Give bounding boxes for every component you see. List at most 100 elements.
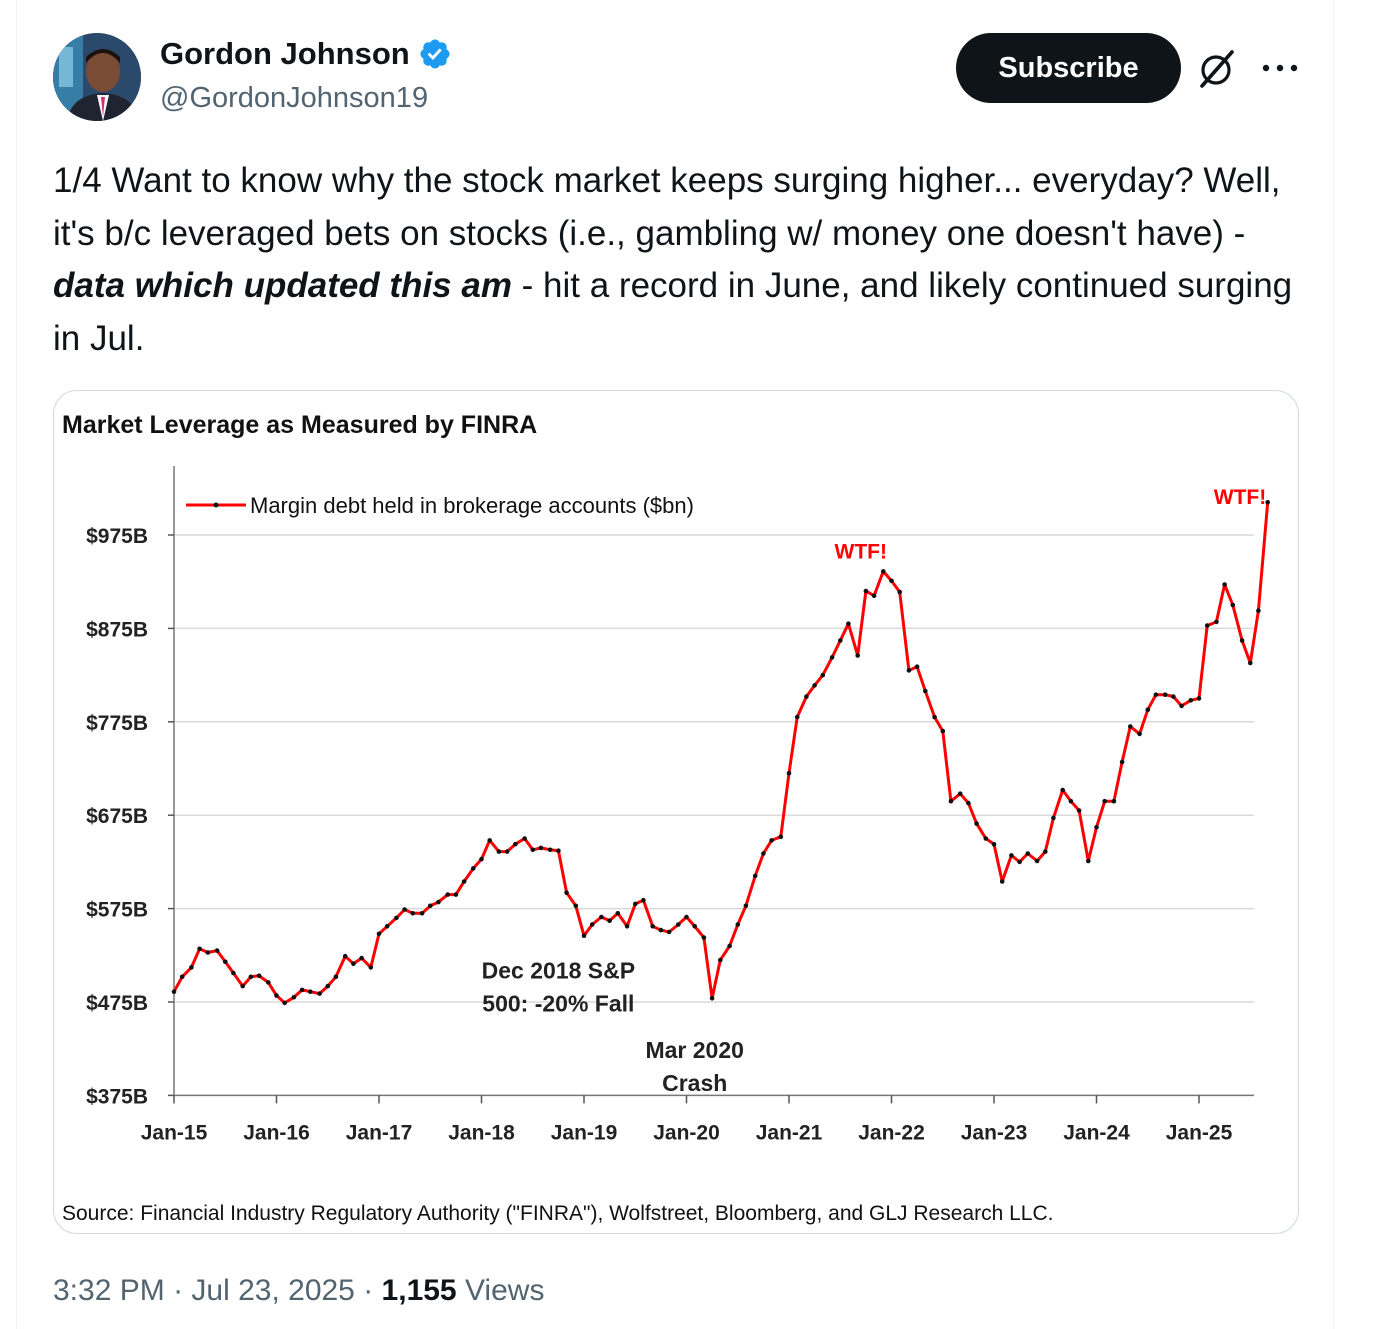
data-point	[974, 821, 979, 826]
data-point	[325, 983, 331, 989]
author-display-name[interactable]: Gordon Johnson	[160, 36, 410, 71]
data-point	[812, 683, 817, 688]
data-point	[376, 931, 382, 937]
data-point	[1179, 703, 1184, 709]
data-point	[223, 959, 228, 965]
x-tick-label: Jan-21	[756, 1121, 823, 1144]
data-point	[1196, 696, 1202, 701]
data-point	[1119, 759, 1125, 765]
data-point	[889, 578, 894, 584]
data-point	[829, 655, 835, 660]
more-options-icon[interactable]	[1258, 50, 1302, 86]
y-tick-label: $975B	[86, 525, 148, 548]
y-tick-label: $775B	[86, 712, 148, 735]
data-point	[633, 901, 638, 907]
data-point	[957, 791, 963, 796]
data-point	[624, 924, 630, 929]
data-point	[666, 929, 672, 935]
avatar[interactable]	[53, 33, 141, 121]
chart-title: Market Leverage as Measured by FINRA	[62, 411, 537, 439]
data-point	[752, 873, 758, 879]
data-point	[778, 834, 784, 839]
x-tick-label: Jan-22	[858, 1121, 925, 1144]
data-point	[838, 638, 843, 643]
x-tick-label: Jan-17	[346, 1121, 413, 1144]
data-point	[727, 943, 732, 949]
data-point	[1034, 858, 1040, 864]
data-point	[240, 983, 245, 989]
data-point	[1137, 731, 1142, 737]
chart-annotation: Crash	[662, 1070, 727, 1096]
tweet-date[interactable]: Jul 23, 2025	[191, 1274, 355, 1307]
data-point	[804, 694, 809, 699]
data-point	[342, 953, 348, 959]
data-point	[1111, 798, 1117, 804]
data-point	[650, 924, 655, 929]
data-point	[453, 892, 459, 897]
data-point	[368, 965, 374, 970]
data-point	[743, 903, 749, 909]
tweet-media-chart[interactable]: Market Leverage as Measured by FINRA $37…	[53, 390, 1299, 1234]
y-axis-ticks: $375B $475B $575B $675B $775B $875B $975B	[86, 525, 174, 1108]
data-point	[769, 838, 774, 843]
data-point	[299, 987, 305, 993]
data-point	[1204, 623, 1210, 628]
data-point	[855, 653, 860, 658]
data-point	[179, 974, 185, 980]
data-point	[1025, 851, 1031, 856]
data-point	[1076, 808, 1082, 813]
x-tick-label: Jan-18	[448, 1121, 515, 1144]
data-point	[266, 980, 271, 985]
data-point	[487, 838, 493, 843]
chart-annotation: 500: -20% Fall	[482, 991, 634, 1017]
data-point	[599, 914, 604, 920]
data-point	[1214, 619, 1219, 625]
author-handle[interactable]: @GordonJohnson19	[160, 82, 429, 114]
grok-icon[interactable]	[1196, 48, 1238, 90]
data-point	[351, 961, 356, 966]
data-point	[999, 879, 1005, 884]
chart-annotation: WTF!	[835, 540, 887, 563]
data-point	[419, 911, 425, 916]
data-point	[1153, 692, 1159, 697]
data-point	[1248, 660, 1253, 666]
data-point	[436, 899, 441, 905]
y-tick-label: $375B	[86, 1085, 148, 1108]
data-point	[445, 892, 451, 897]
data-point	[479, 856, 484, 862]
data-point	[538, 845, 544, 851]
data-point	[761, 851, 766, 856]
data-point	[684, 914, 689, 920]
data-point	[564, 890, 569, 895]
data-point	[676, 922, 681, 927]
data-point	[214, 948, 220, 953]
tweet-text-emphasis: data which updated this am	[53, 266, 512, 305]
data-point	[940, 728, 946, 734]
data-point	[1009, 853, 1014, 858]
data-point	[863, 588, 869, 594]
data-point	[786, 770, 792, 776]
y-tick-label: $575B	[86, 899, 148, 922]
data-point	[504, 849, 510, 854]
data-point	[402, 907, 407, 912]
data-point	[428, 903, 433, 909]
chart-annotations: Dec 2018 S&P 500: -20% Fall Mar 2020 Crash W…	[482, 486, 1267, 1096]
data-point	[692, 924, 697, 929]
x-tick-label: Jan-25	[1166, 1121, 1233, 1144]
data-point	[461, 879, 467, 884]
chart-source: Source: Financial Industry Regulatory Au…	[62, 1202, 1053, 1225]
data-point	[1188, 698, 1194, 703]
data-point	[231, 970, 236, 976]
views-count: 1,155	[381, 1274, 457, 1307]
x-tick-label: Jan-19	[551, 1121, 618, 1144]
subscribe-button[interactable]: Subscribe	[956, 33, 1181, 103]
data-point	[171, 989, 177, 994]
chart-axes	[173, 466, 1254, 1097]
data-point	[1102, 798, 1107, 804]
data-point	[496, 849, 502, 854]
tweet-time[interactable]: 3:32 PM	[53, 1274, 165, 1307]
data-point	[897, 589, 902, 595]
tweet-text: 1/4 Want to know why the stock market ke…	[53, 155, 1313, 365]
data-point	[1145, 707, 1151, 712]
data-point	[991, 841, 997, 847]
